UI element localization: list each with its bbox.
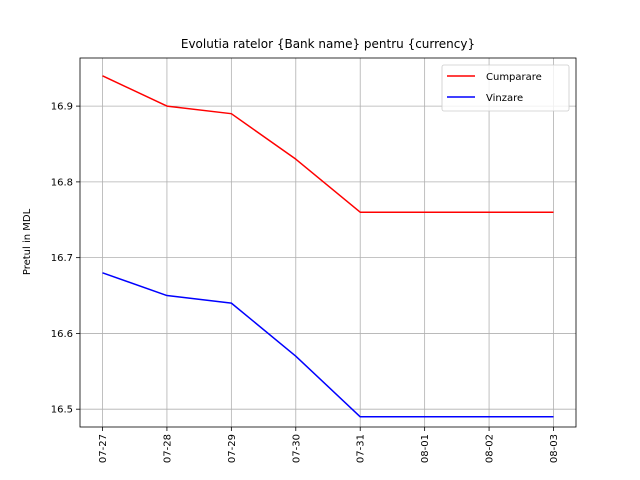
x-tick-label: 07-31 <box>356 434 367 463</box>
x-tick-label: 07-27 <box>98 434 109 463</box>
plot-frame <box>79 57 577 428</box>
x-tick-label: 07-28 <box>162 434 173 463</box>
x-tick-label: 08-02 <box>485 434 496 463</box>
axis-ticks: 07-27 07-28 07-29 07-30 07-31 08-01 08-02 08-03… <box>51 102 560 463</box>
y-tick-label: 16.5 <box>51 405 73 416</box>
series-line-cumparare <box>102 75 554 213</box>
x-tick-label: 07-30 <box>291 434 302 463</box>
series-line-vinzare <box>102 272 554 418</box>
y-tick-label: 16.7 <box>51 253 73 264</box>
x-tick-label: 08-01 <box>420 434 431 463</box>
series-lines <box>102 75 554 418</box>
chart-title: Evolutia ratelor {Bank name} pentru {cur… <box>181 37 475 51</box>
grid-lines <box>80 58 576 427</box>
y-axis-label: Pretul in MDL <box>22 208 33 275</box>
legend: Cumparare Vinzare <box>441 64 570 112</box>
legend-label-vinzare: Vinzare <box>486 93 523 104</box>
legend-label-cumparare: Cumparare <box>486 72 542 83</box>
x-tick-label: 08-03 <box>549 434 560 463</box>
y-tick-label: 16.6 <box>51 329 73 340</box>
y-tick-label: 16.8 <box>51 177 73 188</box>
x-tick-label: 07-29 <box>227 434 238 463</box>
y-tick-label: 16.9 <box>51 102 73 113</box>
